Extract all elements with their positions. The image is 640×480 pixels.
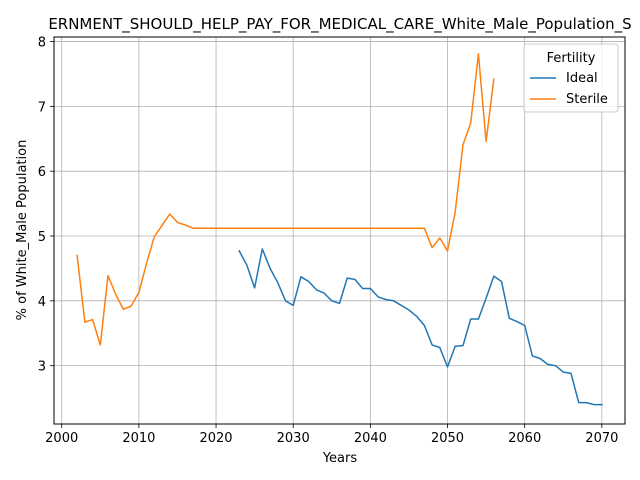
x-tick-label: 2060 [508,431,541,446]
series-lines [76,53,603,406]
legend-box [523,43,619,113]
axis-ticks: 2000 2010 2020 2030 2040 2050 2060 2070 3 4 5 6 7 8 [38,36,619,446]
x-tick-label: 2000 [45,431,78,446]
x-tick-label: 2010 [122,431,155,446]
y-tick-label: 8 [38,36,46,51]
x-tick-label: 2070 [585,431,618,446]
x-tick-label: 2040 [354,431,387,446]
plot-frame [53,36,626,425]
x-tick-label: 2020 [199,431,232,446]
y-tick-label: 6 [38,165,46,180]
x-tick-label: 2030 [277,431,310,446]
y-axis-label: % of White_Male Population [15,140,30,321]
legend-label-ideal: Ideal [566,71,598,86]
x-axis-label: Years [322,451,358,466]
y-tick-label: 7 [38,100,46,115]
y-tick-label: 3 [38,360,46,375]
legend-label-sterile: Sterile [566,92,608,107]
y-tick-label: 4 [38,295,46,310]
series-line-sterile [76,53,495,346]
y-tick-label: 5 [38,230,46,245]
legend: Fertility Ideal Sterile [523,43,619,113]
x-tick-label: 2050 [431,431,464,446]
legend-title: Fertility [547,51,596,66]
series-line-ideal [238,248,603,406]
chart-title: ERNMENT_SHOULD_HELP_PAY_FOR_MEDICAL_CARE… [48,15,631,34]
